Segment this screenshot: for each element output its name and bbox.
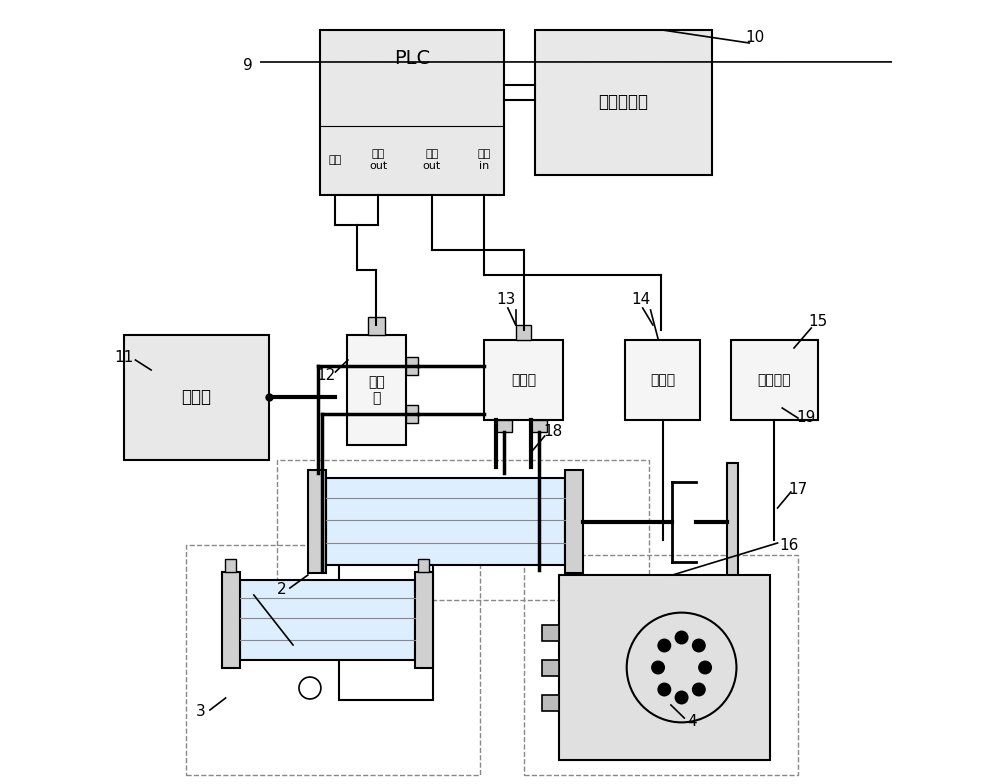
Bar [484, 340, 563, 420]
Bar [368, 317, 385, 335]
Bar [225, 559, 236, 572]
Bar [565, 470, 583, 573]
Bar [625, 340, 700, 420]
Text: 共地: 共地 [329, 155, 342, 165]
Circle shape [658, 639, 671, 652]
Bar [531, 420, 547, 432]
Circle shape [693, 683, 705, 695]
Bar [308, 470, 326, 573]
Text: 13: 13 [497, 292, 516, 307]
Circle shape [675, 631, 688, 644]
Text: 变送器: 变送器 [650, 373, 675, 387]
Bar [320, 30, 504, 195]
Text: 2: 2 [277, 583, 287, 597]
Bar [731, 340, 818, 420]
Bar [186, 545, 480, 775]
Text: 4: 4 [687, 714, 697, 729]
Text: 力显示器: 力显示器 [758, 373, 791, 387]
Bar [516, 325, 531, 340]
Text: 9: 9 [243, 57, 252, 72]
Bar [222, 572, 240, 668]
Bar [542, 625, 559, 641]
Bar [240, 580, 415, 660]
Circle shape [693, 639, 705, 652]
Circle shape [652, 661, 664, 673]
Bar [727, 463, 738, 580]
Bar [496, 420, 512, 432]
Text: 18: 18 [544, 424, 563, 440]
Text: 控制触摸屏: 控制触摸屏 [598, 93, 648, 111]
Text: 比例
阀: 比例 阀 [368, 375, 385, 405]
Text: 模拟
in: 模拟 in [478, 149, 491, 171]
Bar [524, 555, 798, 775]
Text: 12: 12 [316, 368, 336, 383]
Text: 11: 11 [114, 350, 133, 365]
Circle shape [658, 683, 671, 695]
Text: 15: 15 [808, 314, 827, 329]
Bar [277, 460, 649, 600]
Bar [542, 695, 559, 710]
Bar [339, 510, 433, 700]
Text: 19: 19 [796, 411, 815, 426]
Text: 数字
out: 数字 out [423, 149, 441, 171]
Bar [124, 335, 269, 460]
Bar [347, 335, 406, 445]
Text: 14: 14 [631, 292, 651, 307]
Bar [418, 559, 429, 572]
Text: 16: 16 [779, 538, 798, 553]
Bar [326, 478, 565, 565]
Text: 模拟
out: 模拟 out [369, 149, 388, 171]
Bar [406, 405, 418, 423]
Circle shape [699, 661, 711, 673]
Bar [535, 30, 712, 175]
Circle shape [675, 691, 688, 704]
Text: PLC: PLC [394, 49, 430, 67]
Text: 储气罐: 储气罐 [181, 389, 211, 406]
Bar [415, 572, 433, 668]
Bar [559, 575, 770, 760]
Text: 10: 10 [745, 31, 764, 45]
Text: 电磁阀: 电磁阀 [511, 373, 536, 387]
Bar [542, 659, 559, 676]
Bar [406, 357, 418, 375]
Text: 3: 3 [196, 705, 205, 720]
Text: 17: 17 [788, 482, 808, 498]
